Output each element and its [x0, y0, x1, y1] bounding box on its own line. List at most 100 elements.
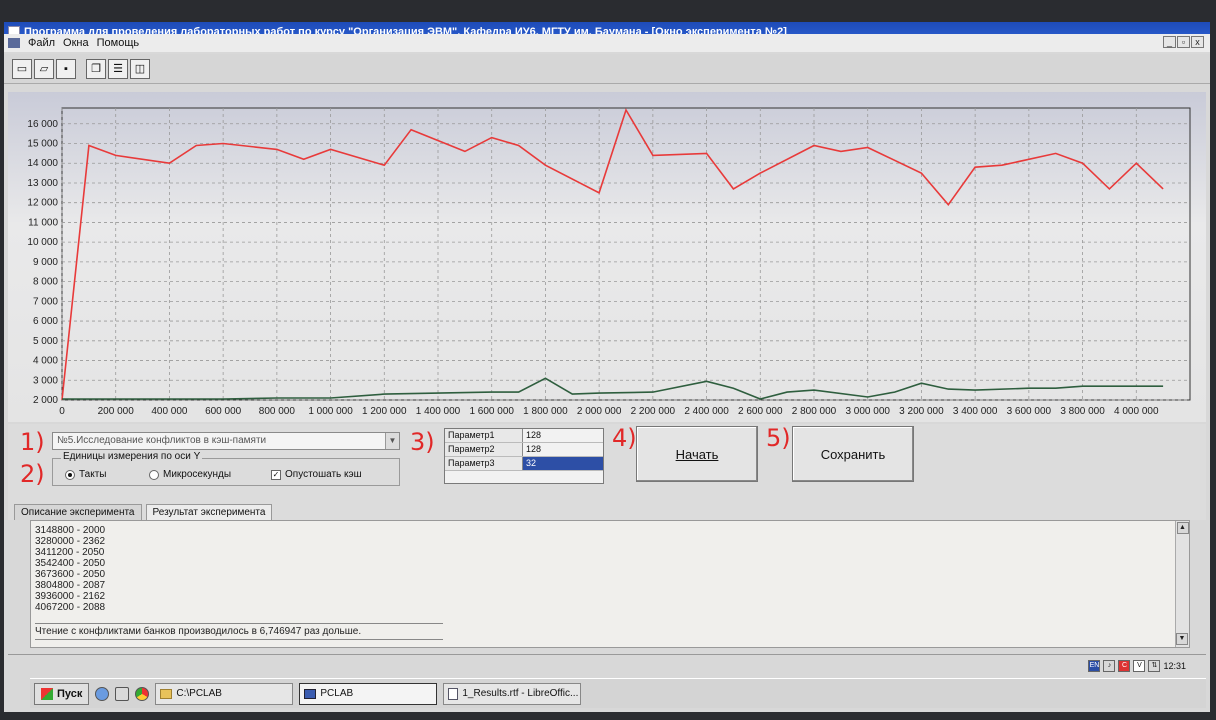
- x-tick-label: 1 400 000: [416, 406, 461, 417]
- param-value[interactable]: 128: [526, 430, 542, 440]
- child-minimize-button[interactable]: _: [1163, 36, 1176, 48]
- x-tick-label: 2 400 000: [684, 406, 729, 417]
- x-tick-label: 3 200 000: [899, 406, 944, 417]
- radio-ticks-button[interactable]: [65, 469, 75, 480]
- param-value[interactable]: 128: [526, 444, 542, 454]
- document-icon: [448, 687, 459, 700]
- media-player-icon[interactable]: [115, 686, 130, 701]
- y-tick-label: 3 000: [33, 375, 58, 386]
- result-line: 3542400 - 2050: [35, 558, 106, 569]
- y-tick-label: 9 000: [33, 257, 58, 268]
- save-button-label: Сохранить: [820, 446, 886, 462]
- radio-microseconds[interactable]: Микросекунды: [149, 469, 231, 480]
- y-tick-label: 7 000: [33, 296, 58, 307]
- y-tick-label: 12 000: [27, 198, 58, 209]
- param-name: Параметр1: [445, 429, 523, 442]
- menu-file[interactable]: Файл: [28, 37, 56, 49]
- plot-frame: [61, 107, 1191, 401]
- result-line: 3411200 - 2050: [35, 547, 105, 558]
- chevron-down-icon[interactable]: ▼: [385, 433, 399, 449]
- menu-help[interactable]: Помощь: [96, 37, 140, 49]
- annotation-2: 2): [20, 460, 45, 488]
- annotation-5: 5): [766, 424, 791, 452]
- chrome-icon[interactable]: [135, 686, 150, 701]
- tab-description[interactable]: Описание эксперимента: [14, 504, 142, 520]
- controls-panel: 1) 2) 3) 4) 5) №5.Исследование конфликто…: [8, 424, 1206, 500]
- task-label: C:\PCLAB: [176, 688, 222, 699]
- task-label: 1_Results.rtf - LibreOffic...: [462, 688, 579, 699]
- internet-explorer-icon[interactable]: [95, 686, 110, 701]
- y-tick-label: 4 000: [33, 356, 58, 367]
- y-tick-label: 14 000: [27, 158, 58, 169]
- tile-vertical-icon[interactable]: ◫: [130, 58, 150, 79]
- x-tick-label: 1 800 000: [523, 406, 568, 417]
- radio-microseconds-button[interactable]: [149, 469, 159, 480]
- cascade-icon[interactable]: ❐: [86, 58, 106, 79]
- x-tick-label: 400 000: [151, 406, 188, 417]
- app-tray-icon[interactable]: V: [1133, 660, 1146, 672]
- x-tick-label: 4 000 000: [1114, 406, 1159, 417]
- y-units-legend: Единицы измерения по оси Y: [61, 451, 203, 462]
- task-libreoffice[interactable]: 1_Results.rtf - LibreOffic...: [443, 682, 582, 705]
- param-row[interactable]: Параметр3 32: [445, 457, 603, 471]
- param-name: Параметр2: [445, 443, 523, 456]
- save-button[interactable]: Сохранить: [792, 426, 914, 482]
- x-tick-label: 600 000: [205, 406, 242, 417]
- child-close-button[interactable]: x: [1191, 36, 1204, 48]
- y-tick-label: 2 000: [33, 395, 58, 406]
- language-indicator[interactable]: EN: [1088, 660, 1101, 672]
- child-maximize-button[interactable]: ▫: [1177, 36, 1190, 48]
- result-line: 4067200 - 2088: [35, 602, 106, 613]
- result-line: 3673600 - 2050: [35, 569, 106, 580]
- start-menu-button[interactable]: Пуск: [34, 682, 90, 705]
- y-tick-label: 5 000: [33, 336, 58, 347]
- experiment-select-value: №5.Исследование конфликтов в кэш-памяти: [57, 435, 267, 446]
- flush-cache-checkbox[interactable]: ✓ Опустошать кэш: [271, 469, 362, 480]
- flush-cache-label: Опустошать кэш: [285, 469, 362, 480]
- x-tick-label: 0: [59, 406, 65, 417]
- clock[interactable]: 12:31: [1163, 661, 1186, 671]
- param-value[interactable]: 32: [523, 457, 603, 470]
- task-pclab-folder[interactable]: C:\PCLAB: [155, 682, 294, 705]
- x-tick-label: 800 000: [259, 406, 296, 417]
- result-line: 3936000 - 2162: [35, 591, 106, 602]
- radio-ticks[interactable]: Такты: [65, 469, 106, 480]
- results-textarea[interactable]: 3148800 - 2000 3280000 - 2362 3411200 - …: [30, 520, 1190, 648]
- start-button[interactable]: Начать: [636, 426, 758, 482]
- scroll-up-icon[interactable]: ▲: [1176, 522, 1189, 534]
- experiment-select[interactable]: №5.Исследование конфликтов в кэш-памяти …: [52, 432, 400, 450]
- window-icon: [304, 688, 317, 699]
- checkmark-icon[interactable]: ✓: [271, 469, 281, 480]
- annotation-1: 1): [20, 428, 45, 456]
- result-line: 3804800 - 2087: [35, 580, 106, 591]
- x-tick-label: 2 800 000: [792, 406, 837, 417]
- x-tick-label: 3 400 000: [953, 406, 998, 417]
- open-icon[interactable]: ▱: [34, 58, 54, 79]
- tab-strip: Описание эксперимента Результат эксперим…: [8, 500, 1206, 520]
- param-row[interactable]: Параметр2 128: [445, 443, 603, 457]
- tab-results[interactable]: Результат эксперимента: [145, 504, 273, 520]
- radio-microseconds-label: Микросекунды: [163, 469, 232, 480]
- param-name: Параметр3: [445, 457, 523, 470]
- tile-horizontal-icon[interactable]: ☰: [108, 58, 128, 79]
- network-icon[interactable]: ⇅: [1148, 660, 1161, 672]
- param-row[interactable]: Параметр1 128: [445, 429, 603, 443]
- new-icon[interactable]: ▭: [12, 58, 32, 79]
- child-window-icon[interactable]: [8, 38, 20, 48]
- x-tick-label: 3 000 000: [845, 406, 890, 417]
- system-tray: EN ♪ C V ⇅ 12:31: [1088, 657, 1186, 675]
- annotation-3: 3): [410, 428, 435, 456]
- result-line: 3280000 - 2362: [35, 536, 106, 547]
- y-tick-label: 11 000: [28, 217, 58, 228]
- antivirus-icon[interactable]: C: [1118, 660, 1131, 672]
- menu-windows[interactable]: Окна: [63, 37, 89, 49]
- scroll-down-icon[interactable]: ▼: [1176, 633, 1188, 645]
- results-scrollbar[interactable]: ▲ ▼: [1175, 521, 1189, 647]
- save-icon[interactable]: ▪: [56, 58, 76, 79]
- params-grid: Параметр1 128 Параметр2 128 Параметр3 32: [444, 428, 604, 484]
- volume-icon[interactable]: ♪: [1103, 660, 1116, 672]
- task-pclab[interactable]: PCLAB: [299, 682, 438, 705]
- start-button-label: Начать: [675, 446, 719, 462]
- chart-panel: 2 000 3 000 4 000 5 000 6 000 7 000 8 000 9 000…: [8, 92, 1206, 422]
- y-tick-label: 16 000: [27, 119, 58, 130]
